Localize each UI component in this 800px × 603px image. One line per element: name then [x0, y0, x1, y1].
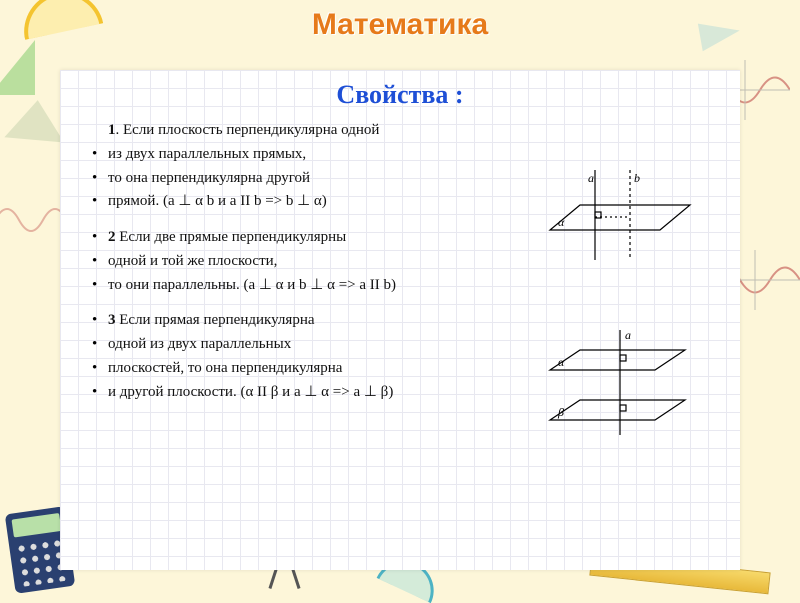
property-line: плоскостей, то она перпендикулярна [90, 358, 490, 380]
property-number: 3 [108, 312, 116, 328]
property-line: одной из двух параллельных [90, 334, 490, 356]
section-subtitle: Свойства : [0, 80, 800, 110]
page-title: Математика [0, 8, 800, 42]
property-3: 3 Если прямая перпендикулярна одной из д… [90, 310, 490, 403]
figure-2: a α β [540, 325, 710, 450]
label-a: a [588, 171, 594, 185]
label-beta: β [557, 405, 564, 419]
figures-column: a b α a α β [540, 160, 710, 500]
property-line: прямой. (a ⊥ α b и a II b => b ⊥ α) [90, 191, 490, 213]
property-line: то она перпендикулярна другой [90, 168, 490, 190]
perpendicular-plane-diagram: a b α [540, 160, 700, 270]
property-line: то они параллельны. (a ⊥ α и b ⊥ α => a … [90, 275, 490, 297]
parallel-planes-diagram: a α β [540, 325, 700, 445]
property-1-lead: 1. Если плоскость перпендикулярна одной [90, 120, 490, 142]
label-a: a [625, 328, 631, 342]
figure-1: a b α [540, 160, 710, 275]
properties-list: 1. Если плоскость перпендикулярна одной … [90, 120, 490, 417]
label-b: b [634, 171, 640, 185]
property-2: 2 Если две прямые перпендикулярны одной … [90, 227, 490, 296]
property-1: 1. Если плоскость перпендикулярна одной … [90, 120, 490, 213]
property-line: одной и той же плоскости, [90, 251, 490, 273]
label-alpha: α [558, 355, 565, 369]
property-number: 1 [108, 122, 116, 138]
property-line: из двух параллельных прямых, [90, 144, 490, 166]
property-line: и другой плоскости. (α II β и a ⊥ α => a… [90, 382, 490, 404]
label-alpha: α [558, 215, 565, 229]
property-3-lead: 3 Если прямая перпендикулярна [90, 310, 490, 332]
property-number: 2 [108, 229, 116, 245]
property-2-lead: 2 Если две прямые перпендикулярны [90, 227, 490, 249]
